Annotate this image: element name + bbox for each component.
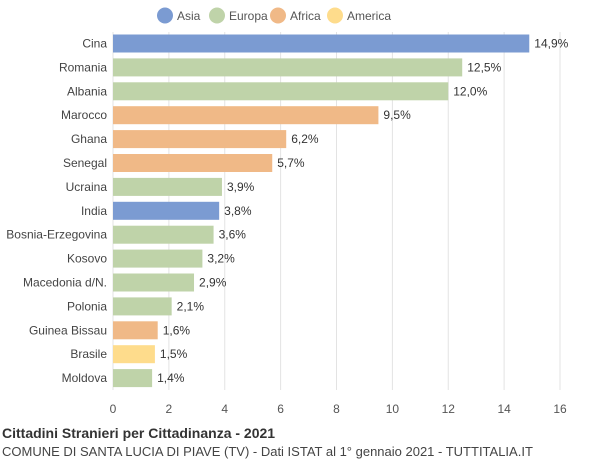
category-label: Senegal (63, 156, 107, 170)
x-tick-label: 14 (497, 402, 511, 416)
x-tick-label: 16 (553, 402, 567, 416)
bar (113, 82, 449, 101)
legend-swatch (209, 7, 225, 24)
legend-label: Africa (290, 9, 321, 23)
category-label: Macedonia d/N. (23, 276, 107, 290)
category-label: Moldova (62, 371, 108, 385)
category-label: Polonia (67, 299, 107, 313)
bar (113, 34, 530, 53)
value-label: 2,9% (199, 276, 227, 290)
value-label: 12,0% (453, 84, 487, 98)
category-label: Ghana (71, 132, 107, 146)
legend-label: America (347, 9, 391, 23)
x-tick-label: 2 (166, 402, 173, 416)
chart-subtitle: COMUNE DI SANTA LUCIA DI PIAVE (TV) - Da… (2, 444, 533, 459)
bar (113, 130, 287, 149)
bar (113, 225, 214, 244)
chart-title: Cittadini Stranieri per Cittadinanza - 2… (2, 425, 276, 441)
category-label: India (81, 204, 107, 218)
category-label: Marocco (61, 108, 107, 122)
category-label: Ucraina (66, 180, 108, 194)
value-label: 3,6% (219, 228, 247, 242)
bar (113, 201, 220, 220)
value-label: 1,4% (157, 371, 185, 385)
category-label: Cina (82, 37, 107, 51)
value-label: 3,2% (207, 252, 235, 266)
legend-swatch (327, 7, 343, 24)
value-label: 5,7% (277, 156, 305, 170)
bar (113, 249, 203, 268)
category-label: Kosovo (67, 252, 107, 266)
bar (113, 106, 379, 125)
x-tick-label: 12 (442, 402, 456, 416)
category-label: Brasile (70, 347, 107, 361)
value-label: 9,5% (383, 108, 411, 122)
x-tick-label: 0 (110, 402, 117, 416)
category-label: Albania (67, 84, 107, 98)
bar (113, 154, 273, 172)
value-label: 3,9% (227, 180, 255, 194)
bar (113, 297, 172, 316)
x-tick-label: 10 (386, 402, 400, 416)
value-label: 14,9% (534, 37, 568, 51)
value-label: 1,6% (163, 323, 191, 337)
value-label: 3,8% (224, 204, 252, 218)
legend-swatch (270, 7, 286, 24)
bar (113, 177, 222, 196)
bar (113, 345, 155, 364)
x-tick-label: 8 (333, 402, 340, 416)
bar (113, 273, 195, 292)
bar (113, 369, 153, 388)
value-label: 12,5% (467, 60, 501, 74)
value-label: 2,1% (177, 299, 205, 313)
value-label: 6,2% (291, 132, 319, 146)
legend-swatch (157, 7, 173, 24)
legend-label: Asia (177, 9, 201, 23)
category-label: Romania (59, 60, 107, 74)
bar (113, 321, 158, 340)
x-tick-label: 6 (277, 402, 284, 416)
category-label: Bosnia-Erzegovina (6, 228, 107, 242)
bar-chart: 0 2 4 6 8 10 12 14 16 Cina 14,9% Romania 12,5% Albani… (6, 7, 569, 416)
category-label: Guinea Bissau (29, 323, 107, 337)
legend-label: Europa (229, 9, 268, 23)
value-label: 1,5% (160, 347, 188, 361)
x-tick-label: 4 (221, 402, 228, 416)
bar (113, 58, 463, 77)
